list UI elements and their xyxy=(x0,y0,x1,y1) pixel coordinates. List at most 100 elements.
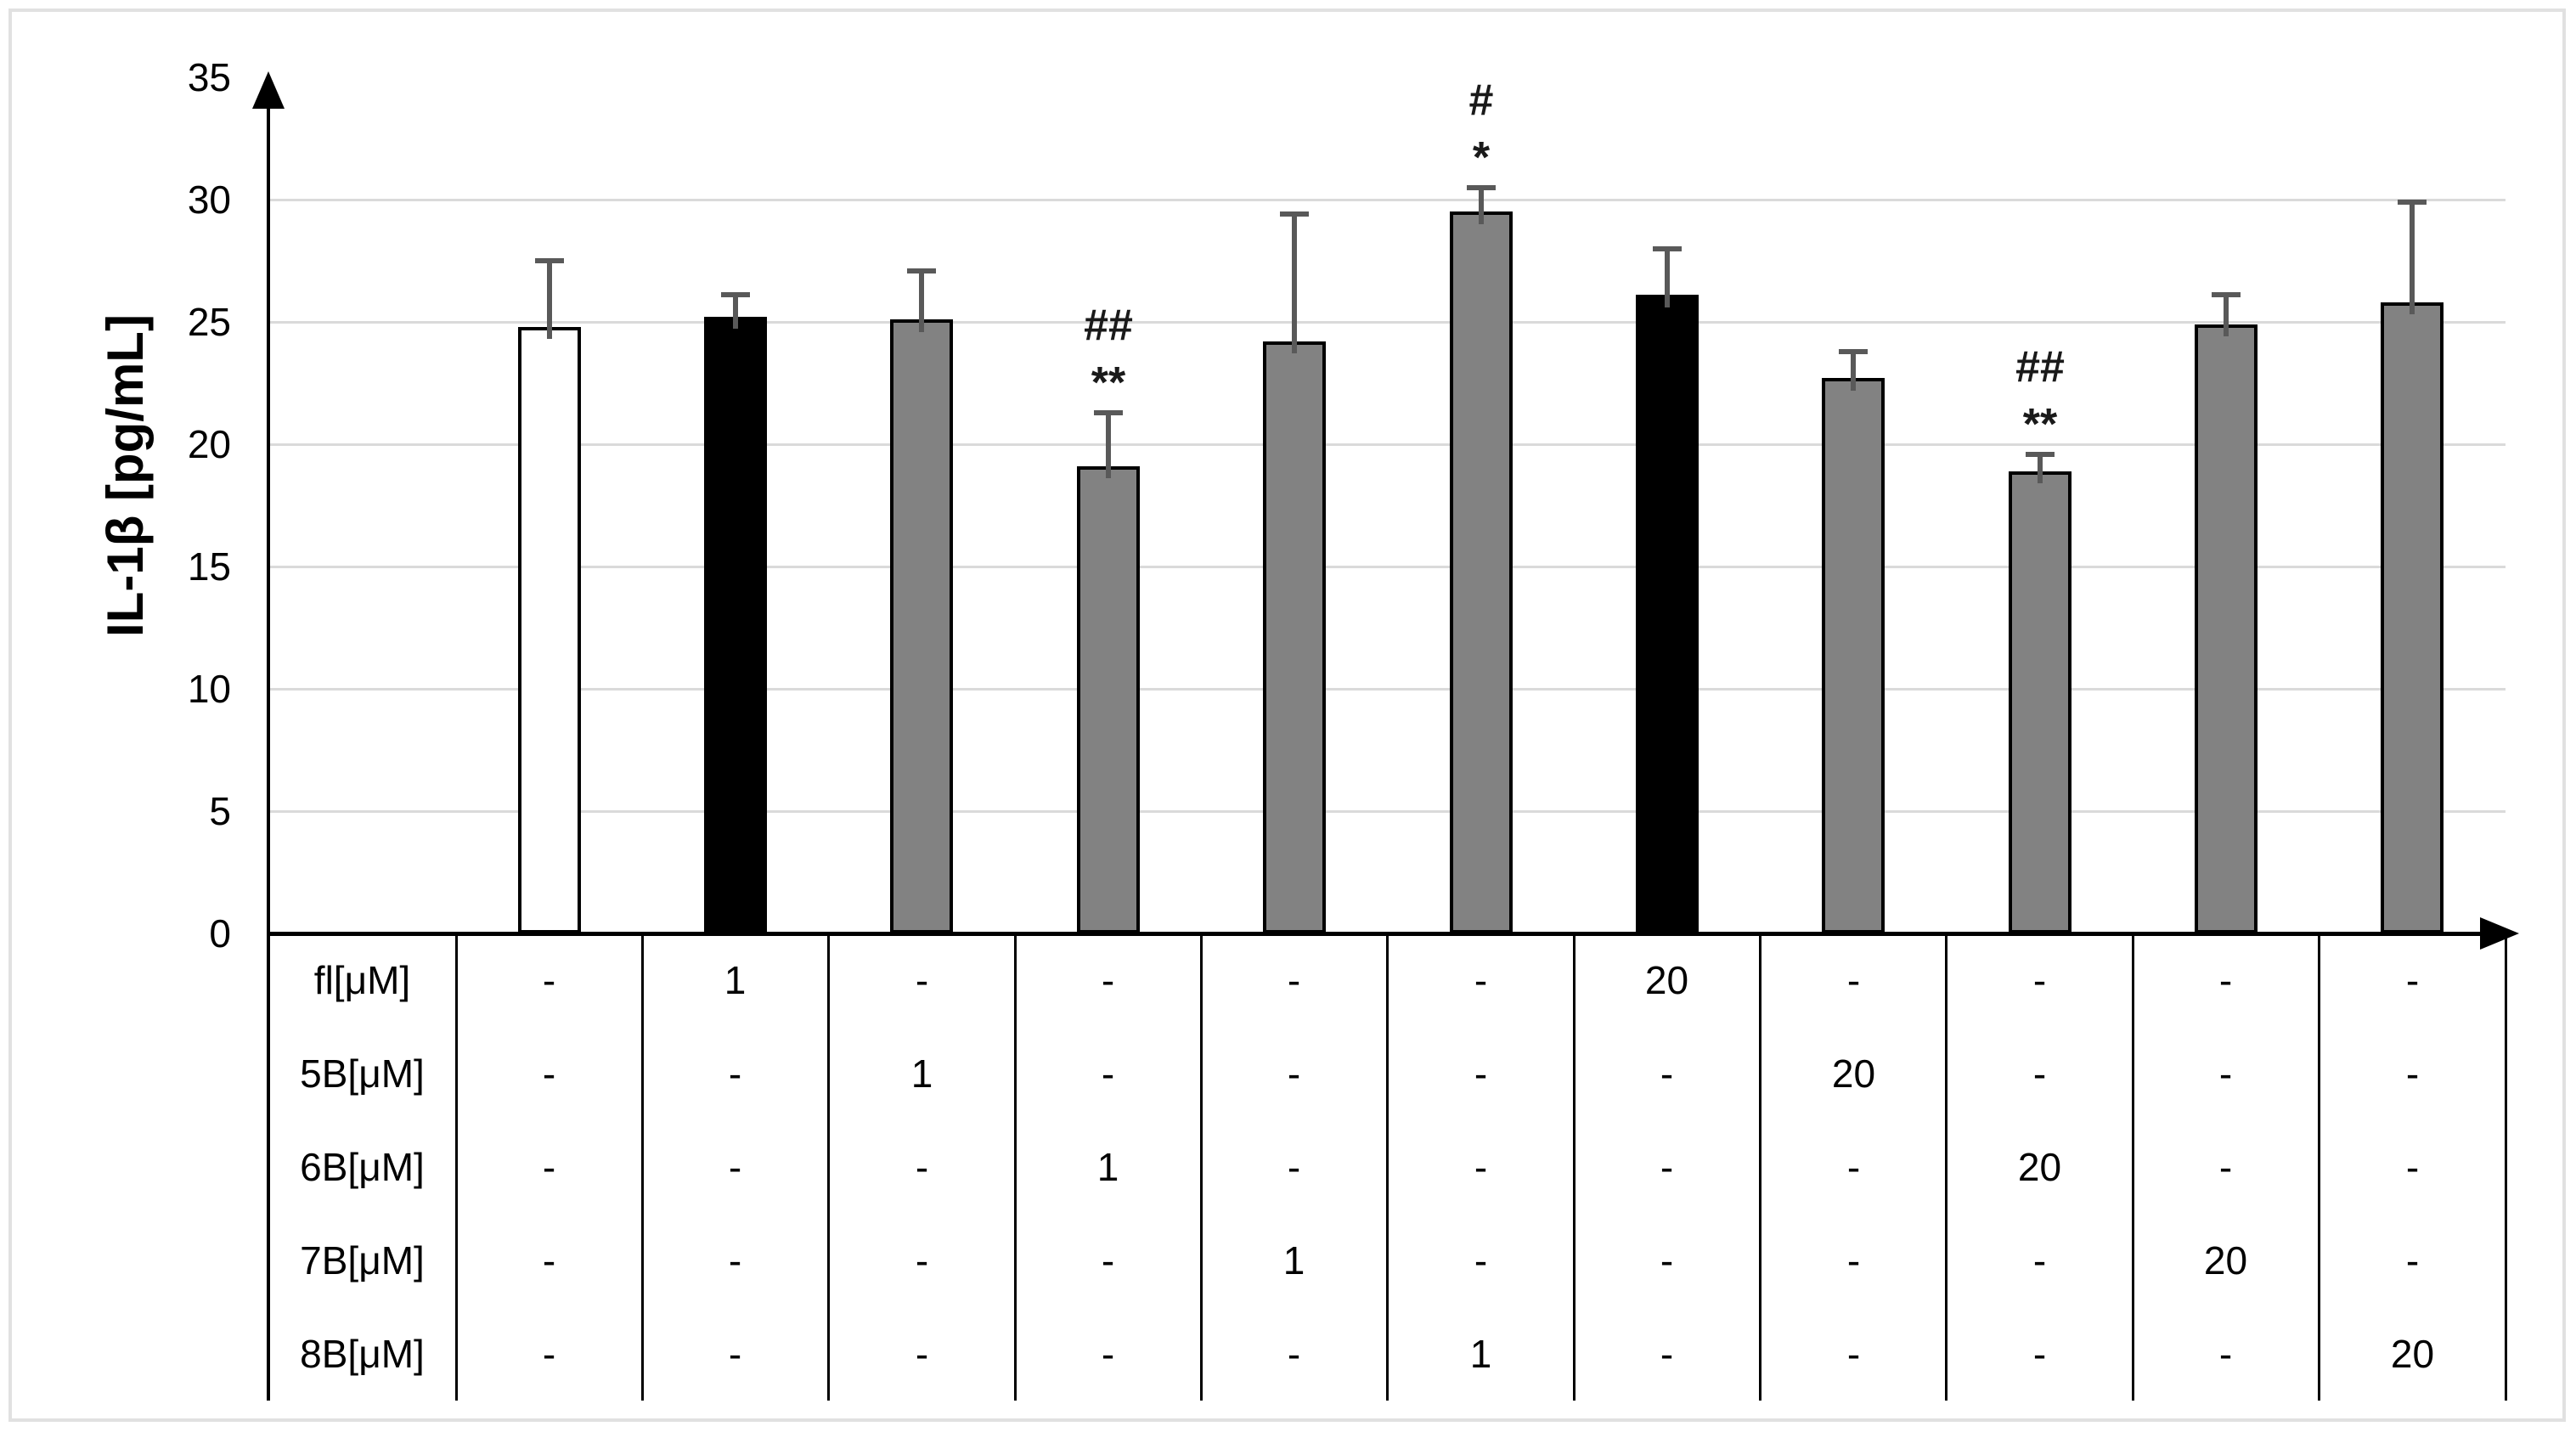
table-cell-r2-c9: - xyxy=(2032,1051,2047,1096)
error-cap-6 xyxy=(1467,185,1496,190)
significance-annotation-bar-9: ## ** xyxy=(1955,342,2125,449)
error-bar-1 xyxy=(547,259,552,339)
error-bar-7 xyxy=(1665,247,1670,307)
table-cell-r2-c10: - xyxy=(2218,1051,2233,1096)
error-bar-5 xyxy=(1292,212,1297,353)
table-column-divider xyxy=(1945,933,1948,1401)
error-cap-3 xyxy=(907,268,936,273)
bar-5 xyxy=(1263,341,1326,933)
error-cap-9 xyxy=(2026,452,2055,457)
error-bar-11 xyxy=(2410,200,2415,314)
table-cell-r3-c6: - xyxy=(1474,1145,1488,1189)
error-cap-8 xyxy=(1839,349,1868,354)
table-cell-r4-c3: - xyxy=(915,1238,929,1283)
table-cell-r2-c5: - xyxy=(1287,1051,1301,1096)
table-cell-r4-c2: - xyxy=(728,1238,742,1283)
y-axis-line xyxy=(267,100,270,1401)
gridline-25 xyxy=(270,321,2506,324)
table-column-divider xyxy=(641,933,644,1401)
gridline-15 xyxy=(270,566,2506,568)
bar-3 xyxy=(890,319,953,933)
table-cell-r3-c8: - xyxy=(1846,1145,1861,1189)
table-cell-r4-c5: 1 xyxy=(1282,1238,1305,1283)
gridline-20 xyxy=(270,443,2506,446)
table-column-divider xyxy=(2505,933,2507,1401)
y-tick-label-20: 20 xyxy=(187,422,231,466)
y-tick-label-35: 35 xyxy=(187,55,231,99)
table-cell-r5-c11: 20 xyxy=(2390,1332,2435,1376)
table-cell-r3-c9: 20 xyxy=(2017,1145,2062,1189)
significance-symbol: ## xyxy=(1084,301,1133,350)
significance-annotation-bar-6: # * xyxy=(1396,76,1566,183)
significance-annotation-bar-4: ## ** xyxy=(1023,301,1193,408)
row-label-flM: fl[μM] xyxy=(313,958,411,1002)
table-cell-r4-c11: - xyxy=(2405,1238,2420,1283)
table-cell-r1-c6: - xyxy=(1474,958,1488,1002)
table-column-divider xyxy=(827,933,830,1401)
table-column-divider xyxy=(1573,933,1575,1401)
bar-8 xyxy=(1822,378,1885,933)
figure-frame-border xyxy=(8,8,2566,1422)
bar-1 xyxy=(518,327,581,933)
table-cell-r1-c7: 20 xyxy=(1644,958,1689,1002)
table-column-divider xyxy=(2318,933,2320,1401)
y-tick-label-10: 10 xyxy=(187,667,231,711)
bar-11 xyxy=(2381,302,2444,933)
table-cell-r1-c8: - xyxy=(1846,958,1861,1002)
bar-2 xyxy=(704,317,767,933)
table-column-divider xyxy=(2132,933,2134,1401)
error-bar-3 xyxy=(919,269,924,332)
table-cell-r3-c11: - xyxy=(2405,1145,2420,1189)
row-label-8BM: 8B[μM] xyxy=(300,1332,425,1376)
table-cell-r1-c2: 1 xyxy=(724,958,747,1002)
table-cell-r3-c10: - xyxy=(2218,1145,2233,1189)
significance-symbol: ** xyxy=(1091,358,1126,408)
table-cell-r5-c9: - xyxy=(2032,1332,2047,1376)
table-cell-r5-c4: - xyxy=(1101,1332,1115,1376)
error-bar-9 xyxy=(2038,453,2043,483)
bar-4 xyxy=(1077,466,1140,933)
table-cell-r3-c7: - xyxy=(1660,1145,1674,1189)
table-cell-r1-c9: - xyxy=(2032,958,2047,1002)
y-tick-label-0: 0 xyxy=(209,911,231,956)
error-bar-4 xyxy=(1106,411,1111,478)
table-cell-r5-c8: - xyxy=(1846,1332,1861,1376)
table-column-divider xyxy=(1386,933,1389,1401)
table-cell-r3-c4: 1 xyxy=(1096,1145,1119,1189)
table-cell-r4-c9: - xyxy=(2032,1238,2047,1283)
x-axis-arrow xyxy=(2480,917,2519,950)
table-cell-r2-c8: 20 xyxy=(1831,1051,1876,1096)
error-cap-2 xyxy=(721,292,750,297)
table-column-divider xyxy=(1759,933,1761,1401)
table-cell-r1-c5: - xyxy=(1287,958,1301,1002)
error-cap-1 xyxy=(535,258,564,263)
table-cell-r5-c5: - xyxy=(1287,1332,1301,1376)
y-tick-label-15: 15 xyxy=(187,544,231,589)
error-cap-11 xyxy=(2398,200,2427,205)
significance-symbol: * xyxy=(1472,133,1491,183)
gridline-5 xyxy=(270,810,2506,813)
table-column-divider xyxy=(455,933,458,1401)
table-cell-r3-c3: - xyxy=(915,1145,929,1189)
table-column-divider xyxy=(1200,933,1203,1401)
table-cell-r1-c1: - xyxy=(542,958,556,1002)
table-cell-r5-c7: - xyxy=(1660,1332,1674,1376)
table-cell-r4-c10: 20 xyxy=(2203,1238,2248,1283)
table-cell-r5-c10: - xyxy=(2218,1332,2233,1376)
table-cell-r1-c10: - xyxy=(2218,958,2233,1002)
bar-9 xyxy=(2009,471,2072,933)
error-bar-2 xyxy=(733,293,738,329)
significance-symbol: # xyxy=(1468,76,1494,125)
significance-symbol: ## xyxy=(2015,342,2065,392)
row-label-7BM: 7B[μM] xyxy=(300,1238,425,1283)
gridline-10 xyxy=(270,688,2506,691)
table-cell-r5-c1: - xyxy=(542,1332,556,1376)
significance-symbol: ** xyxy=(2022,400,2058,449)
y-axis-arrow xyxy=(252,71,285,109)
row-label-6BM: 6B[μM] xyxy=(300,1145,425,1189)
table-cell-r3-c1: - xyxy=(542,1145,556,1189)
table-cell-r2-c6: - xyxy=(1474,1051,1488,1096)
bar-6 xyxy=(1450,211,1513,933)
